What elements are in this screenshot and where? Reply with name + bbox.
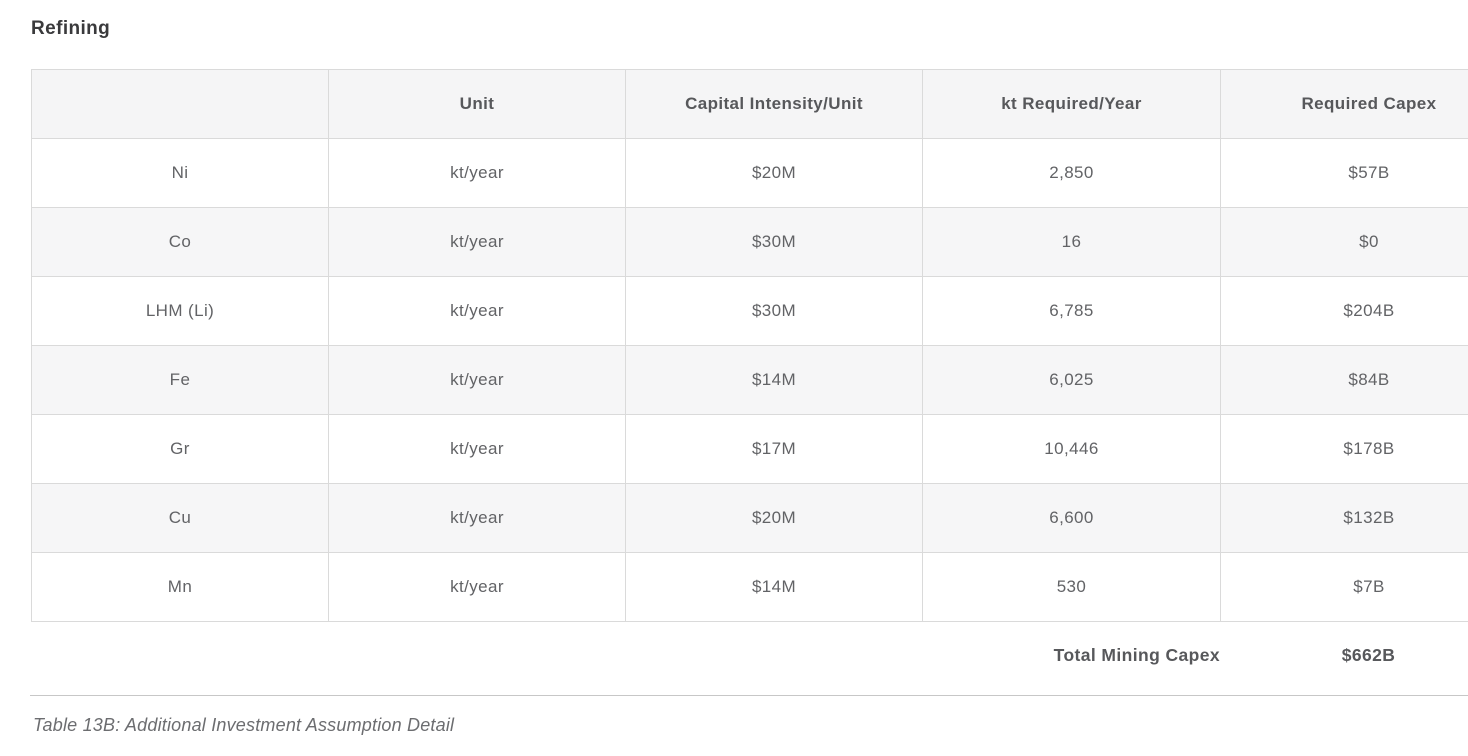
cell-unit: kt/year	[328, 276, 626, 346]
table-row-mn: Mn kt/year $14M 530 $7B	[31, 552, 1468, 622]
cell-material: Cu	[31, 483, 329, 553]
cell-intensity: $30M	[625, 207, 923, 277]
header-material	[31, 69, 329, 139]
cell-material: Ni	[31, 138, 329, 208]
cell-material: Gr	[31, 414, 329, 484]
cell-material: LHM (Li)	[31, 276, 329, 346]
cell-capex: $178B	[1220, 414, 1468, 484]
cell-capex: $204B	[1220, 276, 1468, 346]
cell-capex: $84B	[1220, 345, 1468, 415]
cell-material: Fe	[31, 345, 329, 415]
table-row-fe: Fe kt/year $14M 6,025 $84B	[31, 345, 1468, 415]
cell-kt-required: 6,785	[922, 276, 1221, 346]
cell-kt-required: 530	[922, 552, 1221, 622]
cell-intensity: $14M	[625, 552, 923, 622]
bottom-divider	[30, 695, 1468, 696]
cell-intensity: $14M	[625, 345, 923, 415]
total-row: Total Mining Capex $662B	[31, 622, 1468, 688]
table-row-lhm: LHM (Li) kt/year $30M 6,785 $204B	[31, 276, 1468, 346]
cell-capex: $7B	[1220, 552, 1468, 622]
header-capital-intensity: Capital Intensity/Unit	[625, 69, 923, 139]
refining-table-container: Unit Capital Intensity/Unit kt Required/…	[31, 69, 1468, 688]
refining-table: Unit Capital Intensity/Unit kt Required/…	[31, 69, 1468, 622]
total-label: Total Mining Capex	[1053, 644, 1220, 665]
table-row-cu: Cu kt/year $20M 6,600 $132B	[31, 483, 1468, 553]
total-value: $662B	[1341, 644, 1396, 665]
cell-unit: kt/year	[328, 345, 626, 415]
table-row-ni: Ni kt/year $20M 2,850 $57B	[31, 138, 1468, 208]
cell-material: Co	[31, 207, 329, 277]
cell-unit: kt/year	[328, 138, 626, 208]
cell-kt-required: 2,850	[922, 138, 1221, 208]
table-row-gr: Gr kt/year $17M 10,446 $178B	[31, 414, 1468, 484]
cell-intensity: $17M	[625, 414, 923, 484]
header-unit: Unit	[328, 69, 626, 139]
cell-capex: $0	[1220, 207, 1468, 277]
cell-material: Mn	[31, 552, 329, 622]
cell-kt-required: 6,600	[922, 483, 1221, 553]
cell-intensity: $20M	[625, 138, 923, 208]
cell-kt-required: 6,025	[922, 345, 1221, 415]
cell-capex: $57B	[1220, 138, 1468, 208]
cell-intensity: $20M	[625, 483, 923, 553]
cell-intensity: $30M	[625, 276, 923, 346]
cell-unit: kt/year	[328, 207, 626, 277]
table-row-co: Co kt/year $30M 16 $0	[31, 207, 1468, 277]
page-title: Refining	[31, 18, 111, 39]
header-required-capex: Required Capex	[1220, 69, 1468, 139]
table-header-row: Unit Capital Intensity/Unit kt Required/…	[31, 69, 1468, 139]
cell-capex: $132B	[1220, 483, 1468, 553]
cell-kt-required: 16	[922, 207, 1221, 277]
cell-unit: kt/year	[328, 414, 626, 484]
table-caption: Table 13B: Additional Investment Assumpt…	[33, 715, 455, 735]
header-kt-required: kt Required/Year	[922, 69, 1221, 139]
cell-unit: kt/year	[328, 552, 626, 622]
cell-unit: kt/year	[328, 483, 626, 553]
cell-kt-required: 10,446	[922, 414, 1221, 484]
